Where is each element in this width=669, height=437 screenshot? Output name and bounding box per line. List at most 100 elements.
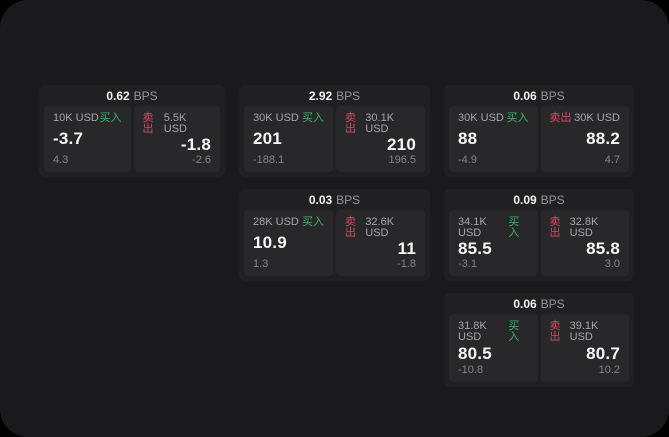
buy-price: -3.7 (53, 129, 84, 149)
sell-side-label: 卖出 (549, 112, 572, 124)
sell-panel-header: 卖出 5.5K USD (143, 113, 212, 135)
sell-panel[interactable]: 卖出 39.1K USD 80.7 10.2 (540, 314, 629, 382)
buy-panel[interactable]: 34.1K USD 买入 85.5 -3.1 (449, 210, 538, 276)
sell-panel-header: 卖出 32.8K USD (550, 217, 621, 239)
spread-header: 0.06 BPS (444, 293, 634, 314)
quote-panels: 30K USD 买入 201 -188.1 卖出 30.1K USD 210 1… (239, 106, 430, 177)
buy-panel-header: 34.1K USD 买入 (458, 217, 529, 239)
buy-size-label: 31.8K USD (458, 320, 487, 343)
sell-price: -1.8 (180, 134, 211, 154)
buy-change: -10.8 (458, 364, 484, 376)
bps-unit-label: BPS (336, 88, 361, 103)
buy-change: 4.3 (53, 154, 69, 166)
sell-size-label: 5.5K USD (163, 112, 187, 135)
buy-size-label: 30K USD (253, 112, 299, 124)
spread-value: 2.92 (308, 88, 333, 103)
bps-unit-label: BPS (133, 88, 158, 103)
buy-change: -188.1 (253, 154, 285, 166)
buy-price: 88 (458, 129, 478, 149)
buy-price: 85.5 (458, 238, 492, 258)
sell-side-label: 卖出 (345, 216, 356, 239)
buy-size-label: 34.1K USD (458, 216, 487, 239)
sell-panel[interactable]: 卖出 32.8K USD 85.8 3.0 (540, 210, 629, 276)
quote-card[interactable]: 2.92 BPS 30K USD 买入 201 -188.1 卖出 30.1K … (239, 85, 430, 177)
spread-header: 0.06 BPS (444, 85, 634, 106)
bps-unit-label: BPS (540, 192, 565, 207)
buy-size-label: 30K USD (458, 112, 504, 124)
spread-header: 0.03 BPS (239, 189, 430, 210)
buy-panel[interactable]: 30K USD 买入 88 -4.9 (449, 106, 538, 172)
quote-card[interactable]: 0.06 BPS 31.8K USD 买入 80.5 -10.8 卖出 39.1… (444, 293, 634, 387)
quote-card[interactable]: 0.06 BPS 30K USD 买入 88 -4.9 卖出 30K USD (444, 85, 634, 177)
sell-panel-header: 卖出 30K USD (550, 113, 621, 124)
sell-side-label: 卖出 (549, 216, 561, 239)
buy-panel-header: 30K USD 买入 (458, 113, 529, 124)
sell-change: 4.7 (604, 154, 620, 166)
buy-side-label: 买入 (508, 216, 520, 239)
buy-panel-header: 10K USD 买入 (53, 113, 122, 124)
spread-header: 0.09 BPS (444, 189, 634, 210)
buy-side-label: 买入 (508, 320, 520, 343)
buy-panel[interactable]: 30K USD 买入 201 -188.1 (244, 106, 333, 172)
sell-panel[interactable]: 卖出 30.1K USD 210 196.5 (336, 106, 425, 172)
sell-size-label: 39.1K USD (569, 320, 599, 343)
buy-price: 10.9 (253, 233, 287, 253)
spread-value: 0.09 (513, 192, 537, 207)
buy-panel-header: 30K USD 买入 (253, 113, 324, 124)
bps-unit-label: BPS (336, 192, 361, 207)
quote-panels: 28K USD 买入 10.9 1.3 卖出 32.6K USD 11 -1.8 (239, 210, 430, 281)
quote-panels: 10K USD 买入 -3.7 4.3 卖出 5.5K USD -1.8 -2.… (39, 106, 225, 177)
buy-panel[interactable]: 28K USD 买入 10.9 1.3 (244, 210, 333, 276)
sell-change: -1.8 (397, 258, 416, 270)
buy-price: 201 (253, 129, 282, 149)
sell-change: 196.5 (388, 154, 416, 166)
sell-change: 3.0 (604, 258, 620, 270)
buy-panel-header: 28K USD 买入 (253, 217, 324, 228)
sell-panel[interactable]: 卖出 5.5K USD -1.8 -2.6 (133, 106, 220, 172)
sell-panel[interactable]: 卖出 32.6K USD 11 -1.8 (336, 210, 425, 276)
spread-header: 0.62 BPS (39, 85, 225, 106)
buy-change: -3.1 (458, 258, 477, 270)
buy-change: 1.3 (253, 258, 269, 270)
buy-panel-header: 31.8K USD 买入 (458, 321, 529, 343)
sell-price: 85.8 (586, 238, 620, 258)
buy-panel[interactable]: 10K USD 买入 -3.7 4.3 (44, 106, 131, 172)
buy-side-label: 买入 (506, 112, 529, 124)
sell-panel[interactable]: 卖出 30K USD 88.2 4.7 (540, 106, 629, 172)
bps-unit-label: BPS (540, 296, 565, 311)
sell-side-label: 卖出 (142, 112, 154, 135)
buy-size-label: 28K USD (253, 216, 299, 228)
bps-unit-label: BPS (540, 88, 565, 103)
buy-side-label: 买入 (99, 112, 122, 124)
quote-card[interactable]: 0.09 BPS 34.1K USD 买入 85.5 -3.1 卖出 32.8K… (444, 189, 634, 281)
spread-value: 0.62 (106, 88, 130, 103)
sell-price: 88.2 (586, 129, 620, 149)
sell-panel-header: 卖出 39.1K USD (550, 321, 621, 343)
quote-panels: 31.8K USD 买入 80.5 -10.8 卖出 39.1K USD 80.… (444, 314, 634, 387)
sell-price: 80.7 (586, 343, 620, 363)
buy-side-label: 买入 (302, 112, 324, 124)
sell-price: 210 (387, 134, 416, 154)
sell-side-label: 卖出 (345, 112, 356, 135)
sell-side-label: 卖出 (549, 320, 561, 343)
quote-panels: 30K USD 买入 88 -4.9 卖出 30K USD 88.2 4.7 (444, 106, 634, 177)
buy-panel[interactable]: 31.8K USD 买入 80.5 -10.8 (449, 314, 538, 382)
sell-size-label: 30.1K USD (365, 112, 395, 135)
spread-value: 0.06 (513, 88, 537, 103)
buy-size-label: 10K USD (53, 112, 99, 124)
buy-price: 80.5 (458, 343, 492, 363)
spread-header: 2.92 BPS (239, 85, 430, 106)
spread-value: 0.03 (308, 192, 333, 207)
quote-panels: 34.1K USD 买入 85.5 -3.1 卖出 32.8K USD 85.8… (444, 210, 634, 281)
spread-value: 0.06 (513, 296, 537, 311)
quote-card[interactable]: 0.62 BPS 10K USD 买入 -3.7 4.3 卖出 5.5K USD (39, 85, 225, 177)
quote-card[interactable]: 0.03 BPS 28K USD 买入 10.9 1.3 卖出 32.6K US… (239, 189, 430, 281)
sell-size-label: 30K USD (574, 112, 620, 124)
sell-price: 11 (397, 238, 416, 258)
sell-panel-header: 卖出 32.6K USD (345, 217, 416, 239)
sell-change: 10.2 (598, 364, 620, 376)
sell-change: -2.6 (192, 154, 211, 166)
sell-size-label: 32.6K USD (365, 216, 395, 239)
